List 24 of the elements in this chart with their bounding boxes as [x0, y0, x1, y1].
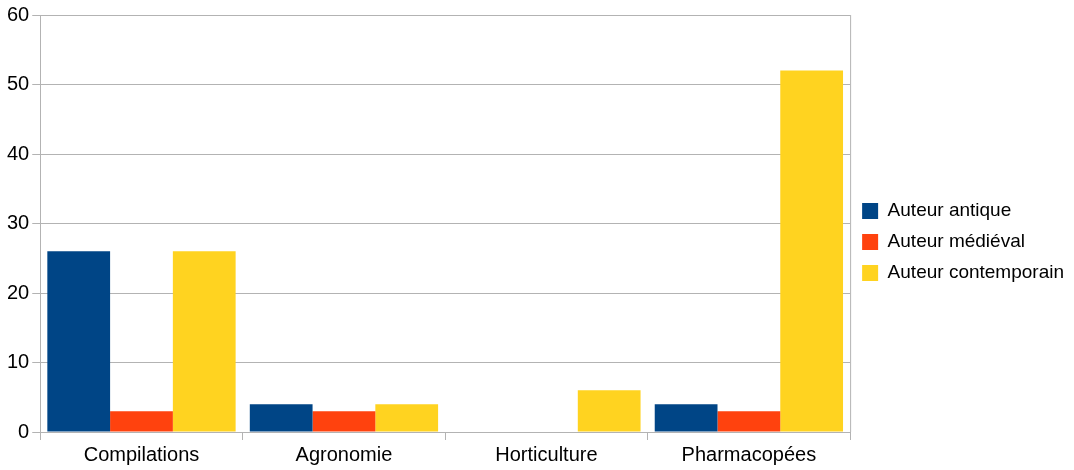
y-tick-label: 30	[7, 211, 30, 234]
bar	[312, 411, 376, 432]
y-tick-label: 50	[7, 72, 30, 95]
bar	[110, 411, 173, 432]
legend-label: Auteur antique	[887, 199, 1012, 221]
bar	[375, 404, 439, 432]
x-tick-label: Compilations	[83, 442, 200, 465]
y-tick-label: 20	[7, 280, 30, 303]
y-tick-label: 60	[7, 2, 30, 25]
bar	[577, 390, 641, 432]
legend-label: Auteur contemporain	[887, 261, 1065, 283]
bar	[47, 251, 111, 432]
x-tick-label: Horticulture	[495, 442, 598, 465]
bar	[780, 70, 844, 432]
bar	[172, 251, 236, 432]
y-tick-label: 0	[18, 419, 30, 442]
legend-label: Auteur médiéval	[887, 230, 1025, 252]
bar	[249, 404, 313, 432]
y-tick-label: 10	[7, 350, 30, 373]
x-tick-label: Agronomie	[295, 442, 393, 465]
bar	[717, 411, 781, 432]
bar	[654, 404, 718, 432]
y-tick-label: 40	[7, 141, 30, 164]
x-tick-label: Pharmacopées	[681, 442, 817, 465]
